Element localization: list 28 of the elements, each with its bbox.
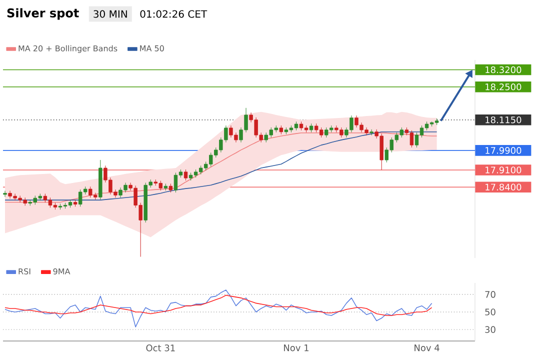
candlestick: [73, 200, 78, 207]
legend-label: RSI: [18, 268, 30, 274]
chart-subtitle: 30 MIN: [94, 10, 127, 18]
x-tick-label: Nov 1: [284, 344, 308, 352]
candlestick: [98, 160, 102, 200]
candlestick: [184, 169, 188, 181]
legend-label: MA 50: [140, 45, 164, 52]
x-tick-label: Oct 31: [146, 344, 175, 352]
candlestick: [309, 123, 314, 133]
chart-title: Silver spot: [7, 8, 79, 20]
y-tick-label: 18.1150: [486, 116, 522, 124]
candlestick: [164, 183, 168, 191]
candlestick: [370, 129, 374, 136]
y-tick-label: 17.8400: [486, 184, 522, 191]
y-tick-label: 70: [485, 291, 496, 298]
y-tick-label: 17.9100: [486, 166, 522, 174]
y-tick-label: 17.9900: [486, 147, 522, 154]
y-tick-label: 50: [485, 308, 496, 316]
candlestick: [3, 190, 7, 198]
candlestick: [168, 183, 173, 193]
y-tick-label: 30: [485, 326, 496, 333]
candlestick: [279, 125, 284, 135]
y-tick-label: 18.3200: [486, 66, 522, 74]
x-tick-label: Nov 4: [414, 344, 440, 352]
y-tick-label: 18.2500: [486, 83, 522, 90]
legend-label: 9MA: [53, 268, 70, 274]
legend-label: MA 20 + Bollinger Bands: [18, 45, 118, 53]
text: 01:02:26 CET: [140, 10, 208, 18]
